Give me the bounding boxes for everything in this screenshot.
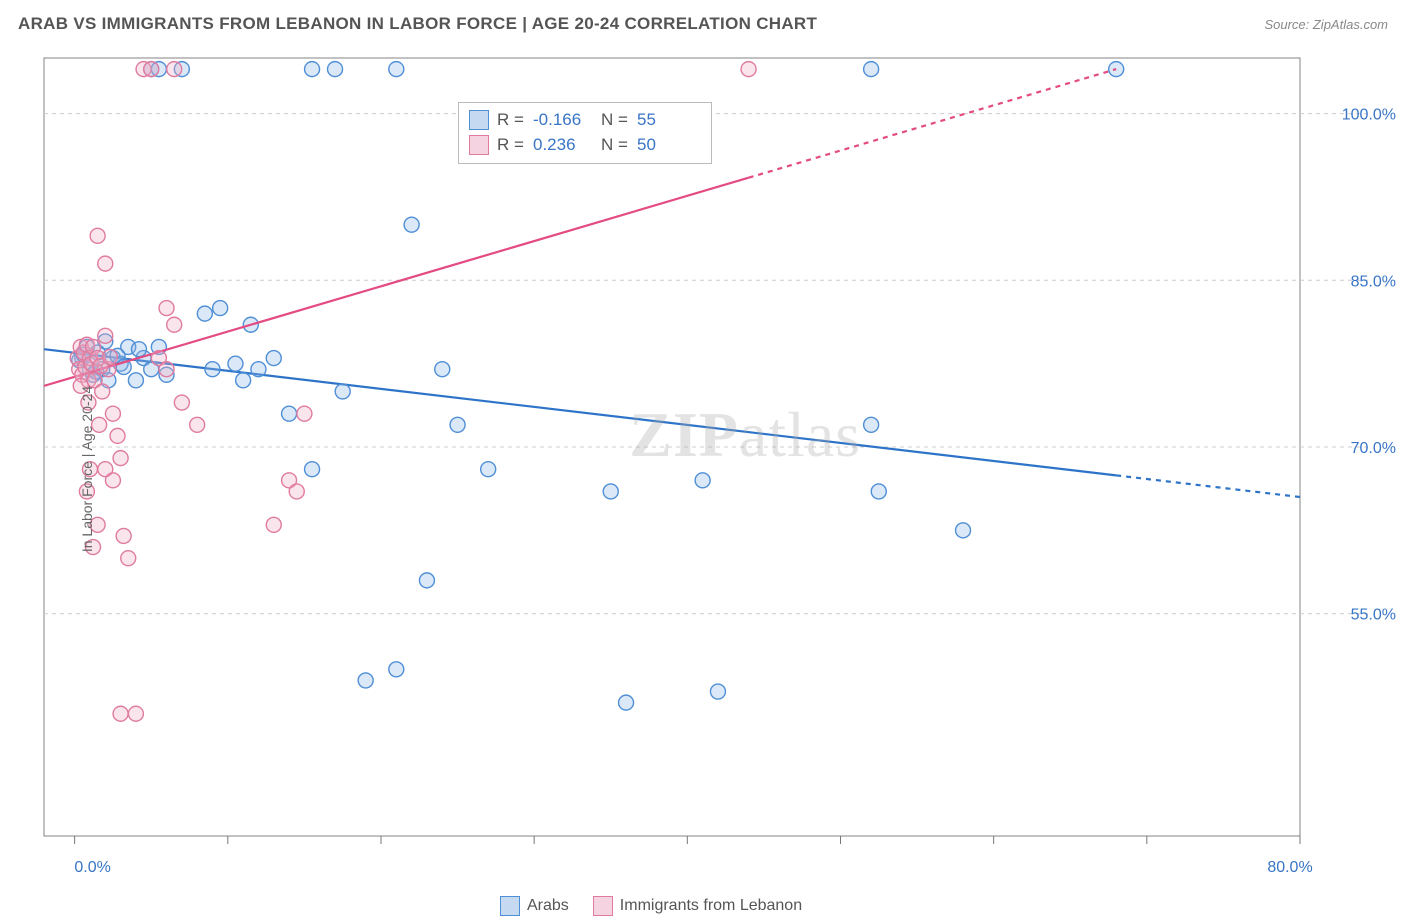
svg-text:85.0%: 85.0% xyxy=(1351,273,1396,290)
svg-text:70.0%: 70.0% xyxy=(1351,440,1396,457)
chart-legend: Arabs Immigrants from Lebanon xyxy=(500,896,802,916)
stats-row: R = -0.166 N = 55 xyxy=(469,108,697,133)
chart-container: In Labor Force | Age 20-24 55.0% 70.0% 85.… xyxy=(0,46,1406,892)
chart-header: ARAB VS IMMIGRANTS FROM LEBANON IN LABOR… xyxy=(18,14,1388,34)
r-label: R = xyxy=(497,133,525,158)
svg-text:100.0%: 100.0% xyxy=(1342,107,1396,124)
chart-title: ARAB VS IMMIGRANTS FROM LEBANON IN LABOR… xyxy=(18,14,817,34)
legend-swatch xyxy=(593,896,613,916)
n-label: N = xyxy=(601,133,629,158)
scatter-chart: 55.0% 70.0% 85.0% 100.0% 0.0% 80.0% xyxy=(0,46,1406,892)
stats-row: R = 0.236 N = 50 xyxy=(469,133,697,158)
legend-label: Immigrants from Lebanon xyxy=(620,897,802,915)
n-label: N = xyxy=(601,108,629,133)
legend-label: Arabs xyxy=(527,897,569,915)
n-value: 50 xyxy=(637,133,697,158)
r-label: R = xyxy=(497,108,525,133)
legend-swatch xyxy=(500,896,520,916)
legend-item: Immigrants from Lebanon xyxy=(593,896,802,916)
series-swatch xyxy=(469,135,489,155)
svg-text:0.0%: 0.0% xyxy=(74,859,110,876)
legend-item: Arabs xyxy=(500,896,569,916)
series-swatch xyxy=(469,110,489,130)
svg-text:80.0%: 80.0% xyxy=(1267,859,1312,876)
svg-text:55.0%: 55.0% xyxy=(1351,607,1396,624)
chart-source: Source: ZipAtlas.com xyxy=(1264,17,1388,32)
r-value: 0.236 xyxy=(533,133,593,158)
correlation-stats-box: R = -0.166 N = 55 R = 0.236 N = 50 xyxy=(458,102,712,164)
r-value: -0.166 xyxy=(533,108,593,133)
n-value: 55 xyxy=(637,108,697,133)
y-axis-label: In Labor Force | Age 20-24 xyxy=(79,386,95,552)
